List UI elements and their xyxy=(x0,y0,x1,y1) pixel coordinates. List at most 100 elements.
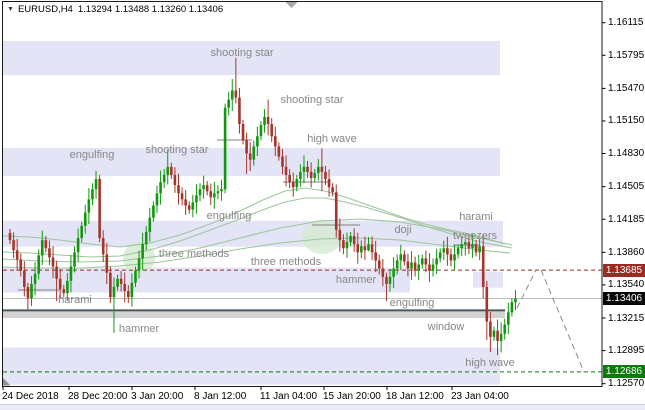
candle-down xyxy=(12,240,15,251)
candle-up xyxy=(478,246,481,253)
candle-down xyxy=(281,156,284,167)
moving-average-line xyxy=(2,237,511,269)
candle-down xyxy=(467,242,471,249)
candle-up xyxy=(159,182,162,194)
candle-down xyxy=(26,286,30,299)
candle-down xyxy=(363,246,367,251)
candle-down xyxy=(19,259,23,271)
candle-up xyxy=(317,166,320,173)
candle-down xyxy=(277,146,281,157)
candle-up xyxy=(420,258,424,265)
candle-up xyxy=(162,174,166,183)
candle-down xyxy=(446,248,449,255)
projection-line xyxy=(540,269,585,373)
candle-down xyxy=(180,193,184,200)
candle-down xyxy=(234,90,238,98)
candle-up xyxy=(112,286,116,298)
candle-up xyxy=(66,280,69,294)
plot-border xyxy=(2,1,603,387)
candle-up xyxy=(460,244,464,249)
candle-down xyxy=(309,171,313,178)
candle-down xyxy=(44,240,48,249)
candle-up xyxy=(148,217,152,232)
candle-down xyxy=(266,116,270,125)
candle-down xyxy=(177,185,180,194)
candle-down xyxy=(109,272,112,298)
candle-up xyxy=(191,202,195,210)
candle-up xyxy=(456,248,460,255)
candle-down xyxy=(496,330,499,341)
candle-up xyxy=(435,258,438,265)
candle-up xyxy=(223,107,227,190)
candle-up xyxy=(116,278,119,287)
ma-cloud xyxy=(302,220,342,254)
candle-up xyxy=(438,252,442,259)
candle-down xyxy=(187,205,191,210)
candle-down xyxy=(205,185,209,192)
candle-down xyxy=(238,97,241,125)
candle-up xyxy=(388,276,392,284)
candle-up xyxy=(40,240,44,256)
candle-down xyxy=(406,261,410,269)
candle-up xyxy=(69,266,73,281)
candle-down xyxy=(241,124,245,141)
sr-zone xyxy=(3,147,500,176)
candle-down xyxy=(489,321,492,337)
candle-up xyxy=(399,254,403,261)
candle-down xyxy=(48,248,51,258)
candle-up xyxy=(198,189,202,196)
candle-up xyxy=(507,312,510,325)
candle-down xyxy=(209,191,213,198)
candle-down xyxy=(245,140,248,154)
candle-down xyxy=(55,266,58,279)
candle-down xyxy=(352,236,356,245)
candle-up xyxy=(83,212,87,226)
candle-up xyxy=(144,231,148,245)
moving-average-line xyxy=(2,197,513,258)
candle-up xyxy=(442,248,446,253)
candle-up xyxy=(141,244,144,259)
candle-up xyxy=(345,242,349,249)
candle-down xyxy=(127,291,130,298)
candle-down xyxy=(288,174,291,183)
sr-zone xyxy=(3,347,500,385)
candle-up xyxy=(313,172,317,178)
candle-up xyxy=(431,264,435,271)
candle-down xyxy=(481,246,485,287)
candle-down xyxy=(184,199,187,206)
candle-up xyxy=(503,324,507,334)
candle-up xyxy=(30,283,33,299)
candle-up xyxy=(130,282,134,298)
candle-down xyxy=(270,124,274,137)
candle-up xyxy=(492,330,496,337)
candle-up xyxy=(410,262,413,269)
candle-up xyxy=(463,242,467,245)
candle-down xyxy=(474,244,478,253)
candle-down xyxy=(327,179,331,188)
candle-down xyxy=(342,240,345,249)
candle-down xyxy=(324,171,327,180)
candle-up xyxy=(514,298,517,303)
candle-down xyxy=(119,278,123,284)
candle-down xyxy=(449,254,453,261)
candle-up xyxy=(134,270,137,283)
candle-up xyxy=(299,171,302,180)
candle-up xyxy=(471,244,474,249)
candle-down xyxy=(385,276,388,284)
support-band xyxy=(3,311,505,319)
candle-up xyxy=(230,90,234,100)
candle-up xyxy=(87,199,91,213)
candle-up xyxy=(360,246,363,253)
candle-up xyxy=(213,193,216,198)
candle-down xyxy=(413,262,417,271)
moving-average-line xyxy=(2,187,506,248)
candle-down xyxy=(8,232,12,241)
candle-up xyxy=(392,268,395,277)
scroll-corner-icon xyxy=(3,378,11,386)
candle-up xyxy=(349,236,352,243)
bottom-strip xyxy=(0,404,645,410)
candle-up xyxy=(395,260,399,269)
candle-down xyxy=(381,268,385,277)
